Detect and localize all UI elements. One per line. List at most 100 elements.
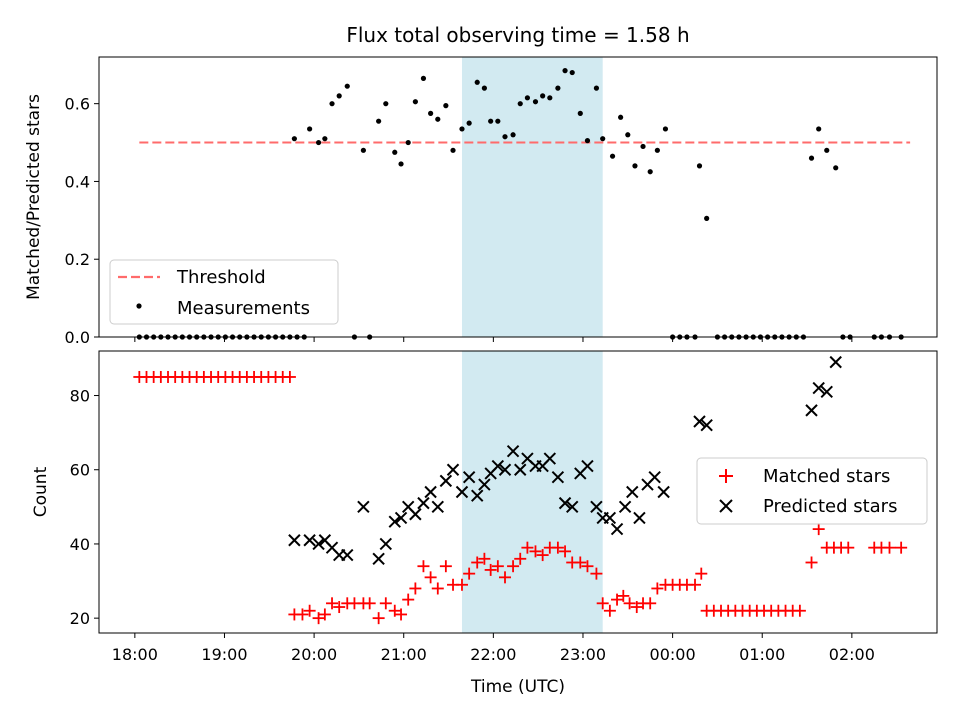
predicted-star-point xyxy=(603,511,617,525)
matched-star-point xyxy=(590,567,603,580)
bottom-y-tick-label: 60 xyxy=(70,461,90,480)
predicted-marker-b xyxy=(829,355,842,369)
predicted-marker-b xyxy=(633,511,646,525)
bottom-legend: Matched stars Predicted stars xyxy=(696,457,928,525)
matched-star-point xyxy=(689,578,702,591)
matched-star-point xyxy=(484,563,497,576)
predicted-marker-b xyxy=(409,508,422,521)
predicted-star-point xyxy=(820,385,833,399)
predicted-marker-b xyxy=(551,470,565,484)
matched-legend-label: Matched stars xyxy=(763,466,890,487)
measurement-point xyxy=(833,165,839,171)
measurement-point xyxy=(577,110,583,116)
predicted-marker-b xyxy=(357,500,370,514)
matched-star-point xyxy=(363,597,376,610)
predicted-star-point xyxy=(693,415,706,428)
bottom-y-tick-label: 20 xyxy=(70,609,90,628)
measurement-point xyxy=(481,85,487,91)
predicted-star-point xyxy=(312,537,325,551)
matched-stars-points xyxy=(133,370,908,625)
predicted-star-point xyxy=(590,500,603,514)
measurement-point xyxy=(824,147,830,153)
x-tick-label: 19:00 xyxy=(201,645,247,664)
predicted-star-point xyxy=(478,478,491,491)
predicted-marker-b xyxy=(394,511,408,525)
measurement-point xyxy=(654,147,660,153)
measurement-point xyxy=(816,126,822,132)
measurements-legend-swatch xyxy=(136,303,142,309)
predicted-marker-b xyxy=(325,541,339,554)
measurement-point xyxy=(443,103,449,109)
matched-star-point xyxy=(574,556,587,569)
measurement-point xyxy=(540,93,546,99)
predicted-marker-b xyxy=(506,444,520,458)
measurement-point xyxy=(405,139,411,146)
measurement-point xyxy=(662,126,669,132)
measurement-point xyxy=(609,153,616,159)
predicted-star-point xyxy=(566,500,579,514)
measurement-point xyxy=(360,147,366,153)
matched-star-point xyxy=(478,552,491,565)
chart-title: Flux total observing time = 1.58 h xyxy=(346,23,689,47)
predicted-star-point xyxy=(372,552,385,565)
measurement-point xyxy=(450,147,456,153)
x-tick-label: 20:00 xyxy=(291,645,337,664)
measurement-point xyxy=(488,118,494,124)
top-legend: Threshold Measurements xyxy=(109,259,339,325)
predicted-legend-swatch xyxy=(719,499,733,513)
matched-star-point xyxy=(431,582,444,595)
measurement-point xyxy=(555,85,561,91)
measurement-point xyxy=(510,132,516,138)
predicted-marker-b xyxy=(543,452,557,465)
matched-legend-swatch xyxy=(719,469,733,483)
predicted-marker-b xyxy=(521,452,534,465)
measurement-point xyxy=(647,169,653,175)
measurement-point xyxy=(524,95,531,101)
measurement-point xyxy=(344,83,350,89)
predicted-star-point xyxy=(514,463,527,476)
matched-star-point xyxy=(644,597,657,610)
predicted-star-point xyxy=(558,496,572,510)
matched-star-point xyxy=(611,593,624,606)
matched-star-point xyxy=(491,560,504,573)
matched-star-point xyxy=(617,589,630,602)
predicted-marker-b xyxy=(478,478,491,491)
predicted-marker-b xyxy=(610,522,624,536)
predicted-star-point xyxy=(446,463,460,476)
predicted-marker-b xyxy=(514,463,527,476)
predicted-star-point xyxy=(506,444,520,458)
measurement-point xyxy=(466,120,472,126)
top-y-tick-label: 0.2 xyxy=(65,250,90,269)
predicted-marker-b xyxy=(491,459,505,473)
predicted-star-point xyxy=(424,485,437,499)
top-y-axis-ticks: 0.0 0.2 0.4 0.6 xyxy=(65,95,99,347)
matched-star-point xyxy=(333,601,346,614)
x-tick-label: 00:00 xyxy=(650,645,696,664)
count-plot: 20 40 60 80 18:00 19:00 20:00 21:00 22:00 23:00 0… xyxy=(31,350,938,697)
measurement-point xyxy=(600,136,606,142)
bottom-y-axis-ticks: 20 40 60 80 xyxy=(70,387,99,628)
bottom-legend-box xyxy=(696,457,928,525)
matched-star-point xyxy=(402,593,415,606)
top-y-axis-label: Matched/Predicted stars xyxy=(24,94,44,300)
matched-star-point xyxy=(883,541,896,554)
predicted-marker-b xyxy=(439,474,453,488)
matched-star-point xyxy=(695,567,708,580)
bottom-y-tick-label: 40 xyxy=(70,535,90,554)
predicted-star-point xyxy=(498,463,512,476)
predicted-star-point xyxy=(303,534,316,547)
matched-star-point xyxy=(372,612,385,625)
matched-star-point xyxy=(596,597,609,610)
measurement-point xyxy=(315,139,322,146)
predicted-marker-b xyxy=(812,381,825,395)
matched-star-point xyxy=(529,545,542,558)
predicted-star-point xyxy=(462,470,476,484)
measurement-point xyxy=(808,155,815,161)
predicted-star-point xyxy=(551,470,565,484)
matched-star-point xyxy=(895,541,908,554)
measurement-point xyxy=(562,68,568,74)
matched-star-point xyxy=(379,597,392,610)
predicted-marker-b xyxy=(303,534,316,547)
predicted-star-point xyxy=(657,485,670,499)
predicted-marker-b xyxy=(417,496,430,510)
